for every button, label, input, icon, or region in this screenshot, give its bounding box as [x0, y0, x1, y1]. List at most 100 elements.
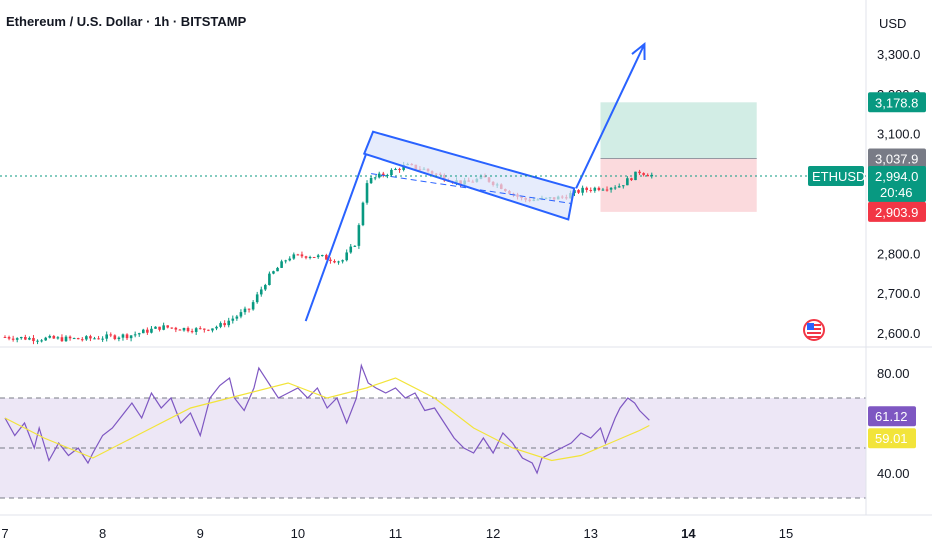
- price-badges: 3,178.8 3,037.9 2,994.020:46 2,903.9 ETHUSD 6…: [808, 92, 926, 449]
- candle: [613, 187, 617, 189]
- candle: [268, 273, 271, 286]
- candle: [398, 168, 401, 170]
- candle: [117, 337, 121, 340]
- drawings-layer: [304, 41, 646, 322]
- candle: [361, 202, 365, 226]
- candle: [219, 323, 222, 327]
- candle: [121, 334, 125, 338]
- candle: [597, 187, 601, 191]
- arrow-head: [631, 41, 646, 61]
- candle: [243, 308, 247, 313]
- candle: [190, 331, 194, 333]
- chart-title: Ethereum / U.S. Dollar · 1h · BITSTAMP: [6, 14, 247, 29]
- rsi-ma-badge-bg: [868, 428, 916, 449]
- date-tick-label: 13: [584, 526, 598, 541]
- candle: [609, 187, 613, 190]
- candle: [56, 337, 60, 339]
- stop-price-badge-bg: [868, 201, 926, 222]
- symbol-badge-bg: [808, 165, 864, 186]
- candle: [198, 328, 202, 330]
- rsi-band: [0, 397, 866, 499]
- rsi-tick-label: 40.00: [877, 466, 910, 481]
- date-tick-label: 11: [389, 526, 403, 541]
- candle: [280, 261, 283, 268]
- candle: [247, 308, 251, 310]
- candle: [349, 246, 353, 253]
- date-tick-label: 14: [681, 526, 696, 541]
- time-axis-ticks: 7 8 9 10 11 12 13 14 15: [1, 526, 793, 541]
- candle: [211, 328, 214, 331]
- candle: [170, 327, 174, 329]
- candle: [337, 261, 340, 263]
- candle: [133, 334, 137, 336]
- countdown-label: 20:46: [880, 185, 913, 200]
- candle: [353, 245, 357, 247]
- candle: [125, 334, 129, 339]
- candle: [239, 312, 243, 317]
- candle: [646, 174, 649, 177]
- candle: [186, 327, 190, 332]
- candle: [308, 257, 312, 259]
- candle: [264, 285, 267, 290]
- price-tick-label: 2,700.0: [877, 286, 920, 301]
- candle: [154, 326, 157, 329]
- candle: [60, 337, 64, 342]
- price-tick-label: 3,300.0: [877, 47, 920, 62]
- candle: [215, 326, 218, 329]
- candle: [174, 327, 178, 330]
- candle: [89, 336, 92, 339]
- candle: [105, 334, 108, 339]
- candle: [255, 294, 259, 303]
- position-zones: [600, 102, 757, 212]
- candle: [227, 320, 231, 326]
- candle: [638, 171, 641, 174]
- rsi-value-badge: 61.12: [875, 409, 908, 424]
- candle: [52, 335, 56, 339]
- candle: [146, 329, 149, 333]
- target-zone: [600, 102, 757, 159]
- candle: [19, 336, 23, 339]
- rsi-line: [4, 363, 650, 475]
- candle: [292, 254, 296, 259]
- date-tick-label: 12: [486, 526, 500, 541]
- candle: [630, 178, 633, 181]
- candle: [72, 338, 76, 340]
- stop-price-badge: 2,903.9: [875, 205, 918, 220]
- candle: [369, 177, 373, 184]
- candle: [577, 190, 580, 193]
- candle: [207, 329, 210, 331]
- candle: [182, 327, 186, 331]
- entry-price-badge: 3,037.9: [875, 151, 918, 166]
- candle: [312, 257, 316, 259]
- impulse-line: [304, 153, 368, 322]
- date-tick-label: 7: [1, 526, 8, 541]
- price-tick-label: 2,800.0: [877, 246, 920, 261]
- candle: [137, 333, 141, 335]
- current-price-badge-bg: [868, 165, 926, 202]
- candle: [276, 267, 279, 272]
- candle: [178, 329, 182, 331]
- candle: [626, 178, 629, 186]
- rsi-tick-label: 80.00: [877, 366, 910, 381]
- candle: [284, 260, 287, 262]
- candle: [68, 336, 72, 339]
- us-flag-icon[interactable]: [803, 319, 825, 341]
- candle: [158, 326, 161, 330]
- candle: [341, 260, 344, 262]
- candle: [642, 173, 645, 175]
- candle: [601, 189, 605, 191]
- candle: [64, 336, 68, 342]
- candle: [48, 335, 52, 338]
- price-axis-ticks: 3,300.03,100.02,800.02,700.02,600.03,200…: [877, 47, 920, 341]
- candle: [381, 173, 385, 176]
- candle: [288, 258, 292, 261]
- rsi-axis-ticks: 80.00 40.00: [877, 366, 910, 481]
- currency-label[interactable]: USD: [879, 16, 906, 31]
- rsi-ma-value-badge: 59.01: [875, 431, 908, 446]
- candle: [109, 334, 113, 336]
- candle: [345, 252, 348, 261]
- candle: [333, 261, 336, 263]
- candle: [101, 338, 104, 340]
- target-price-badge-bg: [868, 92, 926, 113]
- candle: [32, 337, 35, 342]
